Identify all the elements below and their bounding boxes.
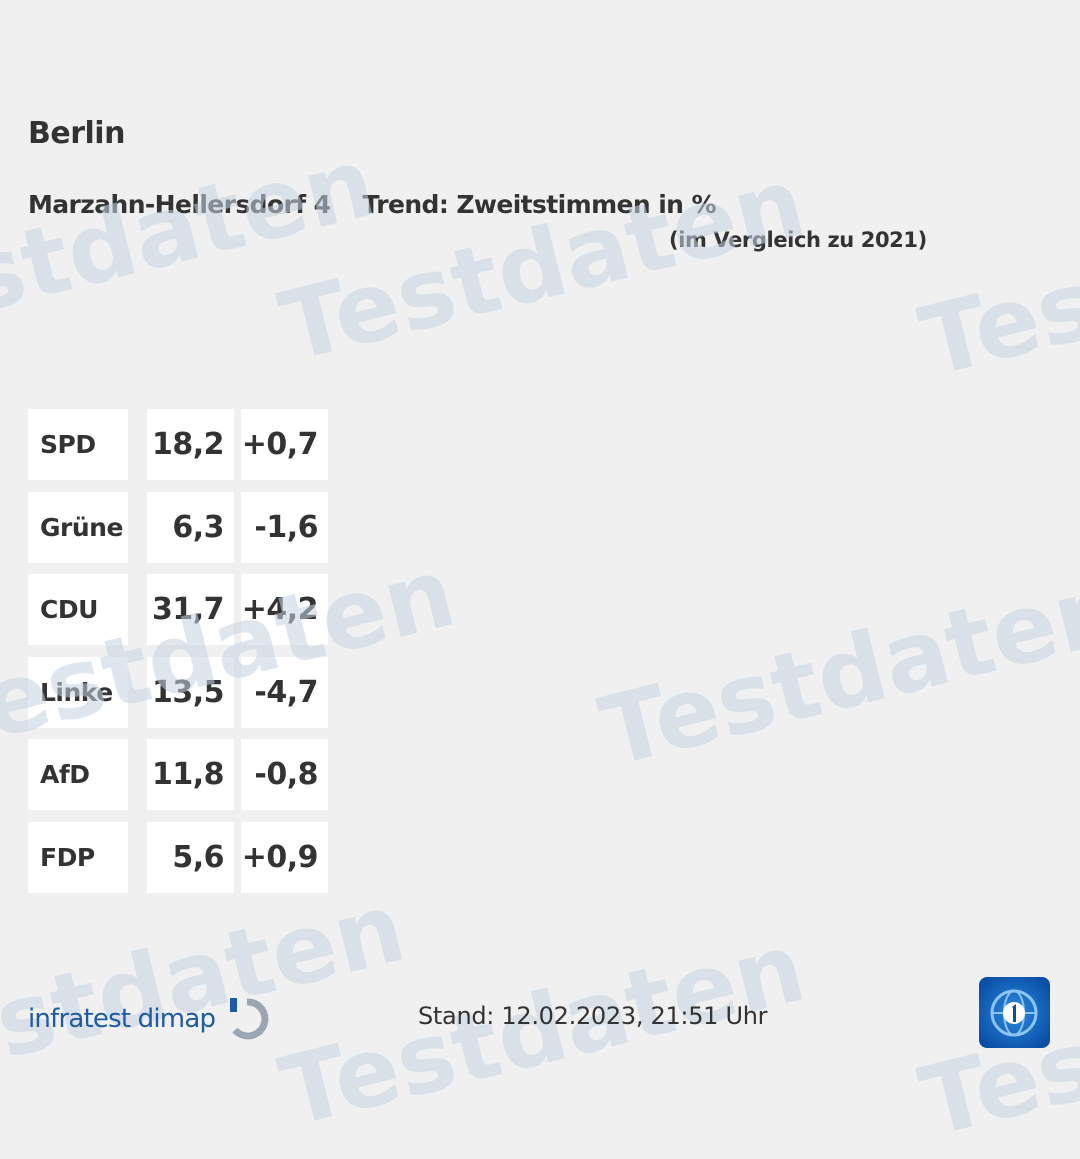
change-value: +0,9 <box>241 821 328 893</box>
watermark: Testdaten <box>0 870 415 1109</box>
party-name: Grüne <box>28 491 128 563</box>
change-value: -0,8 <box>241 739 328 810</box>
watermark: Testdaten <box>910 160 1080 399</box>
table-row: SPD 18,2 +0,7 <box>28 409 328 480</box>
party-name: AfD <box>28 739 128 810</box>
vote-share-value: 6,3 <box>147 491 234 563</box>
watermark: Testdaten <box>0 535 465 774</box>
watermark: Testdaten <box>590 550 1080 789</box>
watermark: Testdaten <box>270 145 815 384</box>
infratest-dimap-logo-text: infratest dimap <box>28 1004 216 1034</box>
vote-share-value: 13,5 <box>147 656 234 728</box>
table-row: Linke 13,5 -4,7 <box>28 656 328 728</box>
vote-share-value: 31,7 <box>147 574 234 645</box>
party-name: FDP <box>28 821 128 893</box>
change-value: +4,2 <box>241 574 328 645</box>
vote-share-value: 5,6 <box>147 821 234 893</box>
table-row: AfD 11,8 -0,8 <box>28 739 328 810</box>
district-label: Marzahn-Hellersdorf 4 <box>28 190 331 219</box>
page-title: Berlin <box>28 116 125 151</box>
table-row: FDP 5,6 +0,9 <box>28 821 328 893</box>
party-name: Linke <box>28 656 128 728</box>
change-value: -4,7 <box>241 656 328 728</box>
vote-share-value: 11,8 <box>147 739 234 810</box>
change-value: -1,6 <box>241 491 328 563</box>
infratest-dimap-logo: infratest dimap <box>28 996 277 1042</box>
party-name: SPD <box>28 409 128 480</box>
infratest-dimap-mark-icon <box>230 998 269 1040</box>
comparison-note: (im Vergleich zu 2021) <box>669 228 927 252</box>
change-value: +0,7 <box>241 409 328 480</box>
tagesschau-logo-icon <box>979 977 1050 1048</box>
watermark: Testdaten <box>0 125 385 364</box>
table-row: CDU 31,7 +4,2 <box>28 574 328 645</box>
trend-label: Trend: Zweitstimmen in % <box>362 190 717 219</box>
subtitle-row: Marzahn-Hellersdorf 4 Trend: Zweitstimme… <box>28 190 717 219</box>
party-name: CDU <box>28 574 128 645</box>
timestamp: Stand: 12.02.2023, 21:51 Uhr <box>418 1002 768 1030</box>
table-row: Grüne 6,3 -1,6 <box>28 491 328 563</box>
vote-share-value: 18,2 <box>147 409 234 480</box>
